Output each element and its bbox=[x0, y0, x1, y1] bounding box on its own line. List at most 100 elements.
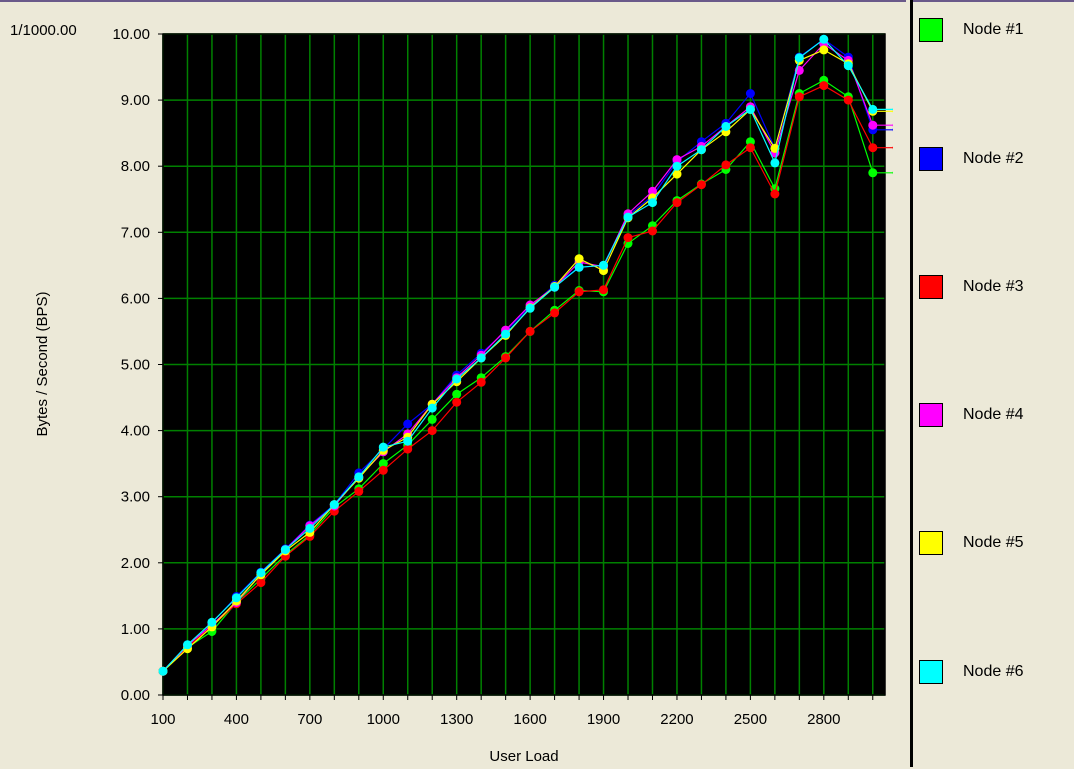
data-point bbox=[378, 465, 388, 475]
data-point bbox=[892, 128, 893, 132]
y-tick-label: 6.00 bbox=[121, 290, 150, 307]
data-point bbox=[794, 92, 804, 102]
y-tick-label: 10.00 bbox=[112, 26, 150, 43]
legend-item-node-3[interactable]: Node #3 bbox=[919, 273, 1024, 301]
panel-divider bbox=[910, 0, 913, 767]
y-tick-label: 2.00 bbox=[121, 555, 150, 572]
x-tick-label: 700 bbox=[297, 711, 322, 728]
data-point bbox=[892, 123, 893, 127]
legend-label: Node #2 bbox=[963, 150, 1024, 167]
legend-item-node-2[interactable]: Node #2 bbox=[919, 145, 1024, 173]
data-point bbox=[892, 171, 893, 175]
legend-label: Node #6 bbox=[963, 663, 1024, 680]
grid-lines bbox=[162, 33, 886, 696]
data-point bbox=[207, 617, 217, 627]
data-point bbox=[623, 233, 633, 243]
data-point bbox=[672, 169, 682, 179]
legend-label: Node #1 bbox=[963, 21, 1024, 38]
data-point bbox=[672, 161, 682, 171]
data-point bbox=[403, 444, 413, 454]
x-tick-label: 2200 bbox=[660, 711, 693, 728]
data-point bbox=[696, 180, 706, 190]
x-tick-label: 1900 bbox=[587, 711, 620, 728]
legend: Node #1 Node #2 Node #3 Node #4 Node #5 … bbox=[913, 0, 1074, 767]
data-point bbox=[501, 329, 511, 339]
legend-item-node-5[interactable]: Node #5 bbox=[919, 529, 1024, 557]
legend-swatch bbox=[919, 275, 943, 299]
data-point bbox=[892, 107, 893, 112]
data-point bbox=[574, 262, 584, 272]
y-tick-label: 9.00 bbox=[121, 92, 150, 109]
data-point bbox=[452, 374, 462, 384]
y-axis-ticks: 0.00 1.00 2.00 3.00 4.00 5.00 6.00 7.00 8.00 9.00… bbox=[112, 26, 163, 704]
legend-swatch bbox=[919, 531, 943, 555]
data-point bbox=[648, 226, 657, 236]
x-axis-ticks: 100 400 700 1000 1300 1600 1900 2200 2500 2800 bbox=[150, 695, 874, 728]
legend-swatch bbox=[919, 147, 943, 171]
data-point bbox=[501, 353, 511, 363]
data-point bbox=[721, 160, 731, 170]
x-tick-label: 100 bbox=[150, 711, 175, 728]
data-point bbox=[329, 500, 339, 510]
data-point bbox=[354, 472, 364, 482]
data-point bbox=[452, 389, 462, 399]
data-point bbox=[378, 442, 388, 452]
data-point bbox=[868, 168, 878, 178]
data-point bbox=[770, 189, 780, 199]
data-point bbox=[623, 212, 633, 222]
y-axis-label: Bytes / Second (BPS) bbox=[34, 291, 51, 436]
data-point bbox=[280, 545, 290, 555]
data-point bbox=[696, 145, 706, 155]
data-point bbox=[183, 640, 192, 650]
legend-item-node-6[interactable]: Node #6 bbox=[919, 658, 1024, 686]
data-point bbox=[672, 155, 682, 165]
legend-item-node-4[interactable]: Node #4 bbox=[919, 401, 1024, 429]
data-point bbox=[599, 285, 608, 295]
data-point bbox=[745, 143, 755, 153]
series-node-6 bbox=[158, 34, 893, 676]
data-point bbox=[672, 198, 682, 208]
data-point bbox=[231, 593, 241, 603]
data-point bbox=[525, 303, 535, 313]
data-point bbox=[256, 568, 266, 578]
series-lines bbox=[158, 34, 893, 676]
x-tick-label: 400 bbox=[224, 711, 249, 728]
legend-swatch bbox=[919, 18, 943, 42]
y-tick-label: 1.00 bbox=[121, 621, 150, 638]
data-point bbox=[574, 254, 584, 264]
data-point bbox=[427, 414, 437, 424]
data-point bbox=[745, 104, 755, 114]
x-tick-label: 2800 bbox=[807, 711, 840, 728]
x-tick-label: 1600 bbox=[513, 711, 546, 728]
data-point bbox=[158, 666, 168, 676]
legend-swatch bbox=[919, 403, 943, 427]
chart-panel: 0.00 1.00 2.00 3.00 4.00 5.00 6.00 7.00 8.00 9.00… bbox=[0, 0, 906, 767]
data-point bbox=[819, 34, 829, 44]
data-point bbox=[819, 45, 829, 55]
data-point bbox=[868, 143, 878, 153]
data-point bbox=[868, 120, 878, 130]
data-point bbox=[648, 198, 657, 208]
data-point bbox=[574, 287, 584, 297]
data-point bbox=[745, 89, 755, 98]
data-point bbox=[819, 81, 829, 91]
data-point bbox=[721, 122, 731, 131]
data-point bbox=[476, 353, 486, 363]
data-point bbox=[256, 578, 266, 588]
data-point bbox=[403, 419, 413, 429]
data-point bbox=[843, 95, 853, 105]
y-tick-label: 8.00 bbox=[121, 158, 150, 175]
data-point bbox=[794, 53, 804, 63]
scale-label: 1/1000.00 bbox=[10, 22, 77, 39]
legend-item-node-1[interactable]: Node #1 bbox=[919, 16, 1024, 44]
data-point bbox=[868, 104, 878, 114]
data-point bbox=[403, 436, 413, 446]
y-tick-label: 7.00 bbox=[121, 224, 150, 241]
legend-swatch bbox=[919, 660, 943, 684]
data-point bbox=[305, 523, 315, 533]
data-point bbox=[452, 397, 462, 407]
data-point bbox=[550, 308, 560, 318]
legend-label: Node #5 bbox=[963, 534, 1024, 551]
x-axis-label: User Load bbox=[489, 748, 558, 765]
data-point bbox=[427, 403, 437, 413]
